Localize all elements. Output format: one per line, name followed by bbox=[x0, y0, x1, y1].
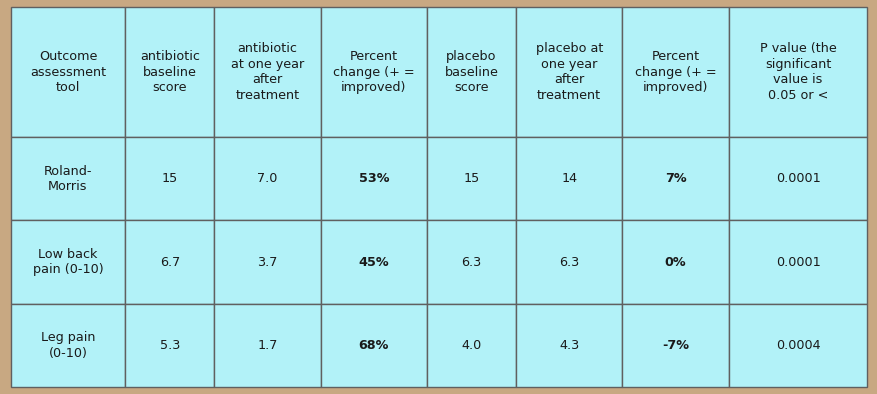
Bar bbox=[516, 137, 622, 221]
Text: P value (the
significant
value is
0.05 or <: P value (the significant value is 0.05 o… bbox=[759, 43, 836, 102]
Bar bbox=[728, 221, 866, 304]
Text: 0.0001: 0.0001 bbox=[774, 256, 819, 269]
Bar bbox=[426, 221, 516, 304]
Text: 53%: 53% bbox=[358, 172, 389, 185]
Text: 5.3: 5.3 bbox=[160, 339, 180, 352]
Bar bbox=[214, 137, 320, 221]
Text: 7%: 7% bbox=[664, 172, 686, 185]
Bar bbox=[320, 221, 426, 304]
Text: antibiotic
baseline
score: antibiotic baseline score bbox=[139, 50, 200, 94]
Text: placebo
baseline
score: placebo baseline score bbox=[444, 50, 498, 94]
Text: 3.7: 3.7 bbox=[257, 256, 277, 269]
Bar bbox=[728, 7, 866, 137]
Bar bbox=[214, 7, 320, 137]
Bar bbox=[125, 7, 214, 137]
Bar bbox=[622, 304, 728, 387]
Bar bbox=[125, 221, 214, 304]
Text: Leg pain
(0-10): Leg pain (0-10) bbox=[40, 331, 95, 360]
Text: Percent
change (+ =
improved): Percent change (+ = improved) bbox=[332, 50, 414, 94]
Text: 6.3: 6.3 bbox=[559, 256, 579, 269]
Bar bbox=[426, 7, 516, 137]
Bar bbox=[516, 7, 622, 137]
Bar bbox=[516, 304, 622, 387]
Text: Roland-
Morris: Roland- Morris bbox=[44, 165, 92, 193]
Text: Low back
pain (0-10): Low back pain (0-10) bbox=[32, 248, 103, 276]
Text: Percent
change (+ =
improved): Percent change (+ = improved) bbox=[634, 50, 716, 94]
Text: 0.0004: 0.0004 bbox=[775, 339, 819, 352]
Bar bbox=[426, 137, 516, 221]
Bar bbox=[426, 304, 516, 387]
Bar bbox=[125, 137, 214, 221]
Text: -7%: -7% bbox=[661, 339, 688, 352]
Bar bbox=[320, 137, 426, 221]
Bar bbox=[728, 304, 866, 387]
Text: 68%: 68% bbox=[359, 339, 389, 352]
Bar bbox=[728, 137, 866, 221]
Bar bbox=[516, 221, 622, 304]
Text: 6.7: 6.7 bbox=[160, 256, 180, 269]
Bar bbox=[320, 304, 426, 387]
Bar bbox=[11, 7, 125, 137]
Text: 7.0: 7.0 bbox=[257, 172, 277, 185]
Bar bbox=[622, 221, 728, 304]
Text: 4.0: 4.0 bbox=[461, 339, 481, 352]
Text: 0.0001: 0.0001 bbox=[774, 172, 819, 185]
Text: Outcome
assessment
tool: Outcome assessment tool bbox=[30, 50, 106, 94]
Text: 4.3: 4.3 bbox=[559, 339, 579, 352]
Bar bbox=[11, 304, 125, 387]
Text: 15: 15 bbox=[463, 172, 479, 185]
Bar bbox=[622, 137, 728, 221]
Bar bbox=[214, 221, 320, 304]
Bar bbox=[11, 221, 125, 304]
Text: 6.3: 6.3 bbox=[461, 256, 481, 269]
Text: 45%: 45% bbox=[358, 256, 389, 269]
Bar bbox=[214, 304, 320, 387]
Bar bbox=[320, 7, 426, 137]
Bar bbox=[125, 304, 214, 387]
Bar bbox=[11, 137, 125, 221]
Bar bbox=[622, 7, 728, 137]
Text: antibiotic
at one year
after
treatment: antibiotic at one year after treatment bbox=[231, 43, 304, 102]
Text: 0%: 0% bbox=[664, 256, 686, 269]
Text: 1.7: 1.7 bbox=[257, 339, 277, 352]
Text: placebo at
one year
after
treatment: placebo at one year after treatment bbox=[535, 43, 602, 102]
Text: 14: 14 bbox=[560, 172, 577, 185]
Text: 15: 15 bbox=[161, 172, 178, 185]
